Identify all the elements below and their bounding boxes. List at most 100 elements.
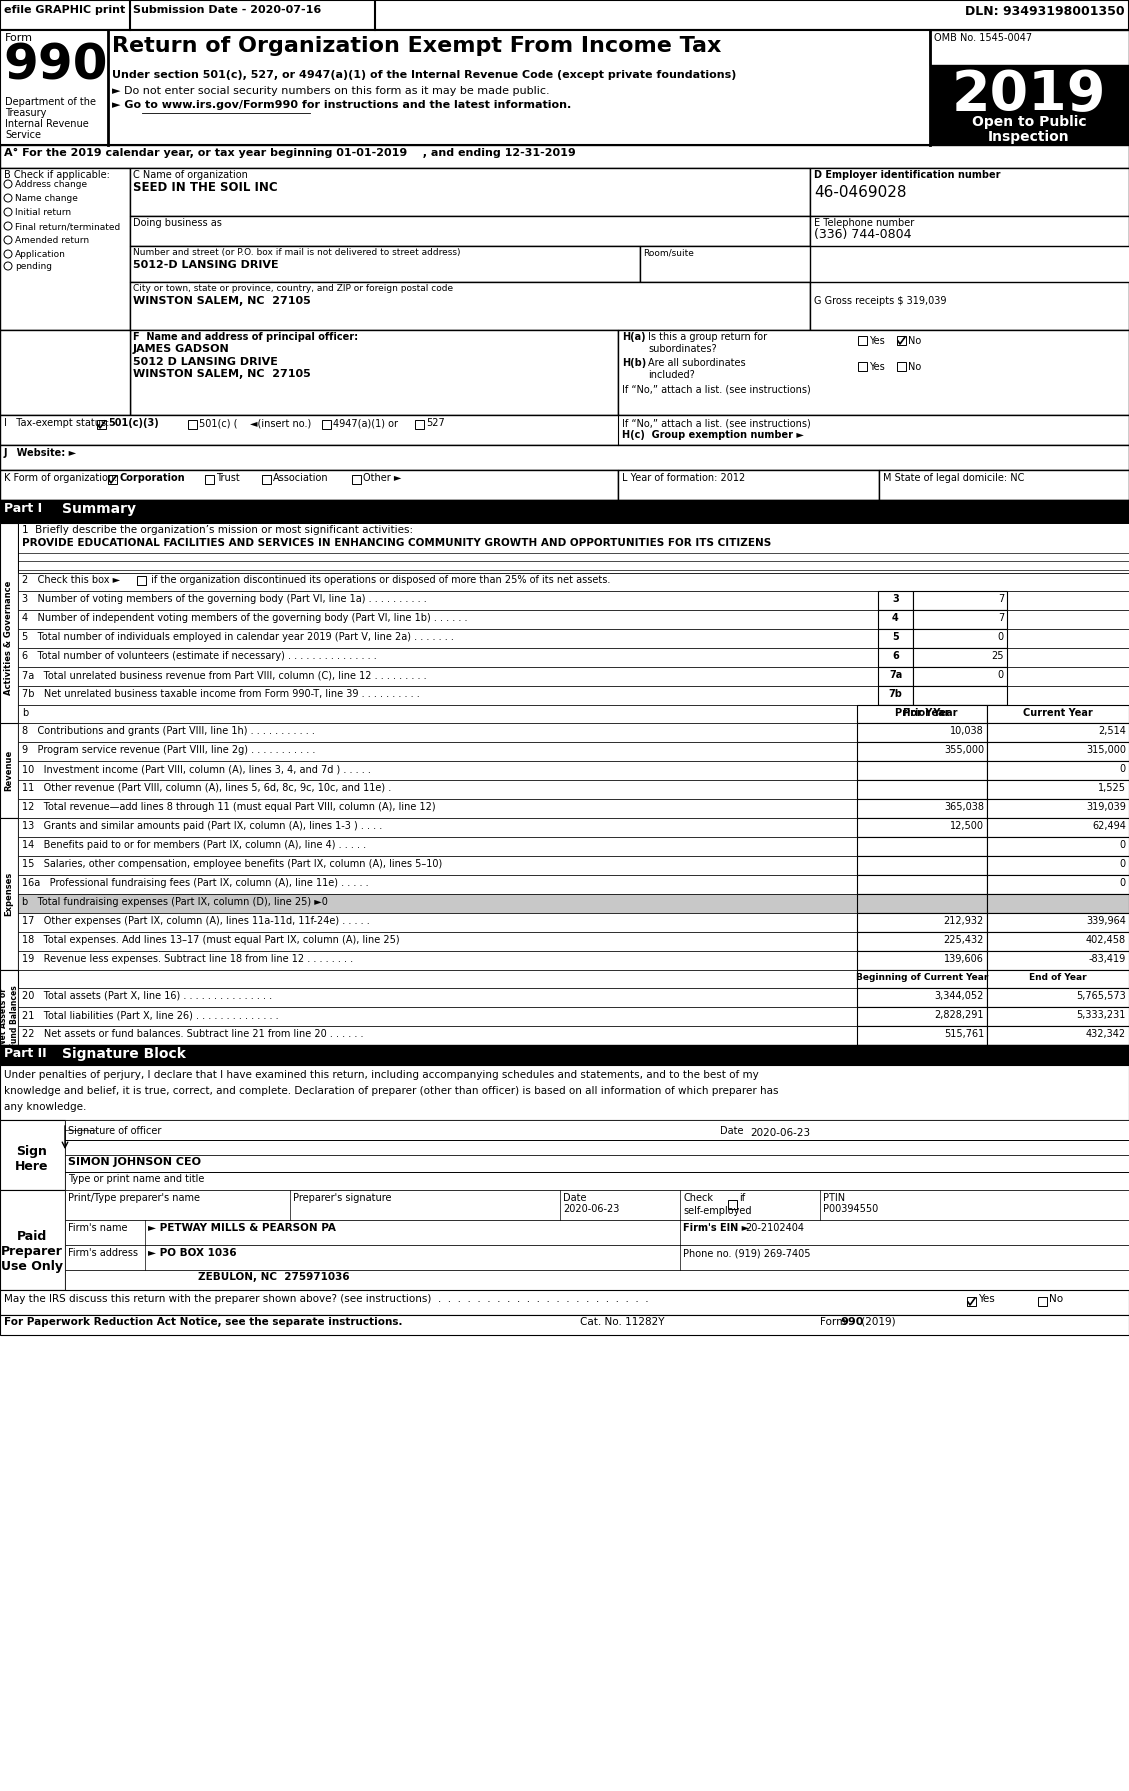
Text: Revenue: Revenue	[5, 750, 14, 792]
Text: Part II: Part II	[5, 1048, 46, 1060]
Bar	[878, 666, 913, 686]
Bar	[18, 741, 1129, 761]
Text: 11   Other revenue (Part VIII, column (A), lines 5, 6d, 8c, 9c, 10c, and 11e) .: 11 Other revenue (Part VIII, column (A),…	[21, 783, 392, 793]
Circle shape	[5, 222, 12, 229]
Bar	[857, 741, 987, 761]
Bar	[930, 30, 1129, 64]
Text: 5   Total number of individuals employed in calendar year 2019 (Part V, line 2a): 5 Total number of individuals employed i…	[21, 632, 454, 641]
Text: 2,828,291: 2,828,291	[935, 1010, 984, 1021]
Bar	[987, 876, 1129, 894]
Bar	[913, 629, 1007, 648]
Text: D Employer identification number: D Employer identification number	[814, 170, 1000, 181]
Bar	[18, 913, 1129, 931]
Text: PTIN: PTIN	[823, 1193, 846, 1204]
Bar	[97, 421, 106, 430]
Bar	[205, 475, 215, 484]
Text: 7b   Net unrelated business taxable income from Form 990-T, line 39 . . . . . . : 7b Net unrelated business taxable income…	[21, 690, 420, 698]
Text: 17   Other expenses (Part IX, column (A), lines 11a-11d, 11f-24e) . . . . .: 17 Other expenses (Part IX, column (A), …	[21, 915, 370, 926]
Text: B Check if applicable:: B Check if applicable:	[5, 170, 110, 181]
Bar	[987, 761, 1129, 781]
Text: 7: 7	[998, 613, 1004, 623]
Text: 14   Benefits paid to or for members (Part IX, column (A), line 4) . . . . .: 14 Benefits paid to or for members (Part…	[21, 840, 366, 851]
Bar	[857, 894, 987, 913]
Bar	[18, 611, 1129, 629]
Bar	[857, 1007, 987, 1026]
Bar	[262, 475, 271, 484]
Text: SIMON JOHNSON CEO: SIMON JOHNSON CEO	[68, 1157, 201, 1168]
Text: Date: Date	[720, 1127, 744, 1135]
Text: 527: 527	[426, 417, 445, 428]
Text: Summary: Summary	[62, 501, 135, 516]
Text: knowledge and belief, it is true, correct, and complete. Declaration of preparer: knowledge and belief, it is true, correc…	[5, 1085, 779, 1096]
Bar	[640, 245, 809, 281]
Text: Form: Form	[820, 1316, 849, 1327]
Text: 0: 0	[998, 632, 1004, 641]
Bar	[352, 475, 361, 484]
Bar	[18, 989, 1129, 1007]
Text: F  Name and address of principal officer:: F Name and address of principal officer:	[133, 331, 358, 342]
Bar	[857, 913, 987, 931]
Text: Room/suite: Room/suite	[644, 247, 694, 256]
Bar	[878, 686, 913, 706]
Bar	[18, 591, 1129, 611]
Text: 319,039: 319,039	[1086, 802, 1126, 811]
Text: ► Go to www.irs.gov/Form990 for instructions and the latest information.: ► Go to www.irs.gov/Form990 for instruct…	[112, 100, 571, 109]
Bar	[858, 362, 867, 371]
Bar	[0, 1044, 1129, 1066]
Text: Corporation: Corporation	[119, 473, 185, 484]
Bar	[809, 281, 1129, 330]
Text: Preparer's signature: Preparer's signature	[294, 1193, 392, 1204]
Text: Is this a group return for: Is this a group return for	[648, 331, 767, 342]
Text: OMB No. 1545-0047: OMB No. 1545-0047	[934, 32, 1032, 43]
Circle shape	[5, 193, 12, 202]
Bar	[0, 168, 130, 330]
Bar	[65, 1189, 1129, 1220]
Bar	[18, 894, 1129, 913]
Bar	[857, 724, 987, 741]
Text: Yes: Yes	[869, 362, 885, 373]
Text: 19   Revenue less expenses. Subtract line 18 from line 12 . . . . . . . .: 19 Revenue less expenses. Subtract line …	[21, 955, 353, 964]
Circle shape	[5, 181, 12, 188]
Text: Initial return: Initial return	[15, 208, 71, 217]
Text: Amended return: Amended return	[15, 236, 89, 245]
Text: 6   Total number of volunteers (estimate if necessary) . . . . . . . . . . . . .: 6 Total number of volunteers (estimate i…	[21, 650, 377, 661]
Text: Current Year: Current Year	[1023, 707, 1093, 718]
Text: -83,419: -83,419	[1088, 955, 1126, 964]
Text: Net Assets or
Fund Balances: Net Assets or Fund Balances	[0, 985, 19, 1048]
Text: No: No	[1049, 1295, 1064, 1304]
Text: 7a   Total unrelated business revenue from Part VIII, column (C), line 12 . . . : 7a Total unrelated business revenue from…	[21, 670, 427, 681]
Bar	[809, 168, 1129, 217]
Text: Print/Type preparer's name: Print/Type preparer's name	[68, 1193, 200, 1204]
Bar	[913, 648, 1007, 666]
Text: 3   Number of voting members of the governing body (Part VI, line 1a) . . . . . : 3 Number of voting members of the govern…	[21, 595, 427, 604]
Bar	[0, 1290, 1129, 1315]
Circle shape	[5, 236, 12, 244]
Bar	[18, 1026, 1129, 1044]
Bar	[987, 989, 1129, 1007]
Text: 7: 7	[998, 595, 1004, 604]
Text: Prior Year: Prior Year	[903, 707, 957, 718]
Text: 3,344,052: 3,344,052	[935, 990, 984, 1001]
Text: Association: Association	[273, 473, 329, 484]
Text: efile GRAPHIC print: efile GRAPHIC print	[5, 5, 125, 14]
Text: 5012-D LANSING DRIVE: 5012-D LANSING DRIVE	[133, 260, 279, 270]
Text: Date: Date	[563, 1193, 586, 1204]
Text: 1,525: 1,525	[1099, 783, 1126, 793]
Bar	[322, 421, 331, 430]
Bar	[857, 799, 987, 818]
Text: 5,333,231: 5,333,231	[1077, 1010, 1126, 1021]
Text: 7b: 7b	[889, 690, 902, 698]
Bar	[0, 444, 1129, 469]
Bar	[878, 591, 913, 611]
Text: No: No	[908, 337, 921, 346]
Bar	[18, 931, 1129, 951]
Text: 12   Total revenue—add lines 8 through 11 (must equal Part VIII, column (A), lin: 12 Total revenue—add lines 8 through 11 …	[21, 802, 436, 811]
Bar	[987, 951, 1129, 971]
Bar	[0, 145, 1129, 168]
Text: 139,606: 139,606	[944, 955, 984, 964]
Bar	[987, 971, 1129, 989]
Text: ► PO BOX 1036: ► PO BOX 1036	[148, 1248, 237, 1257]
Text: 339,964: 339,964	[1086, 915, 1126, 926]
Bar	[857, 706, 987, 724]
Text: End of Year: End of Year	[1030, 973, 1087, 981]
